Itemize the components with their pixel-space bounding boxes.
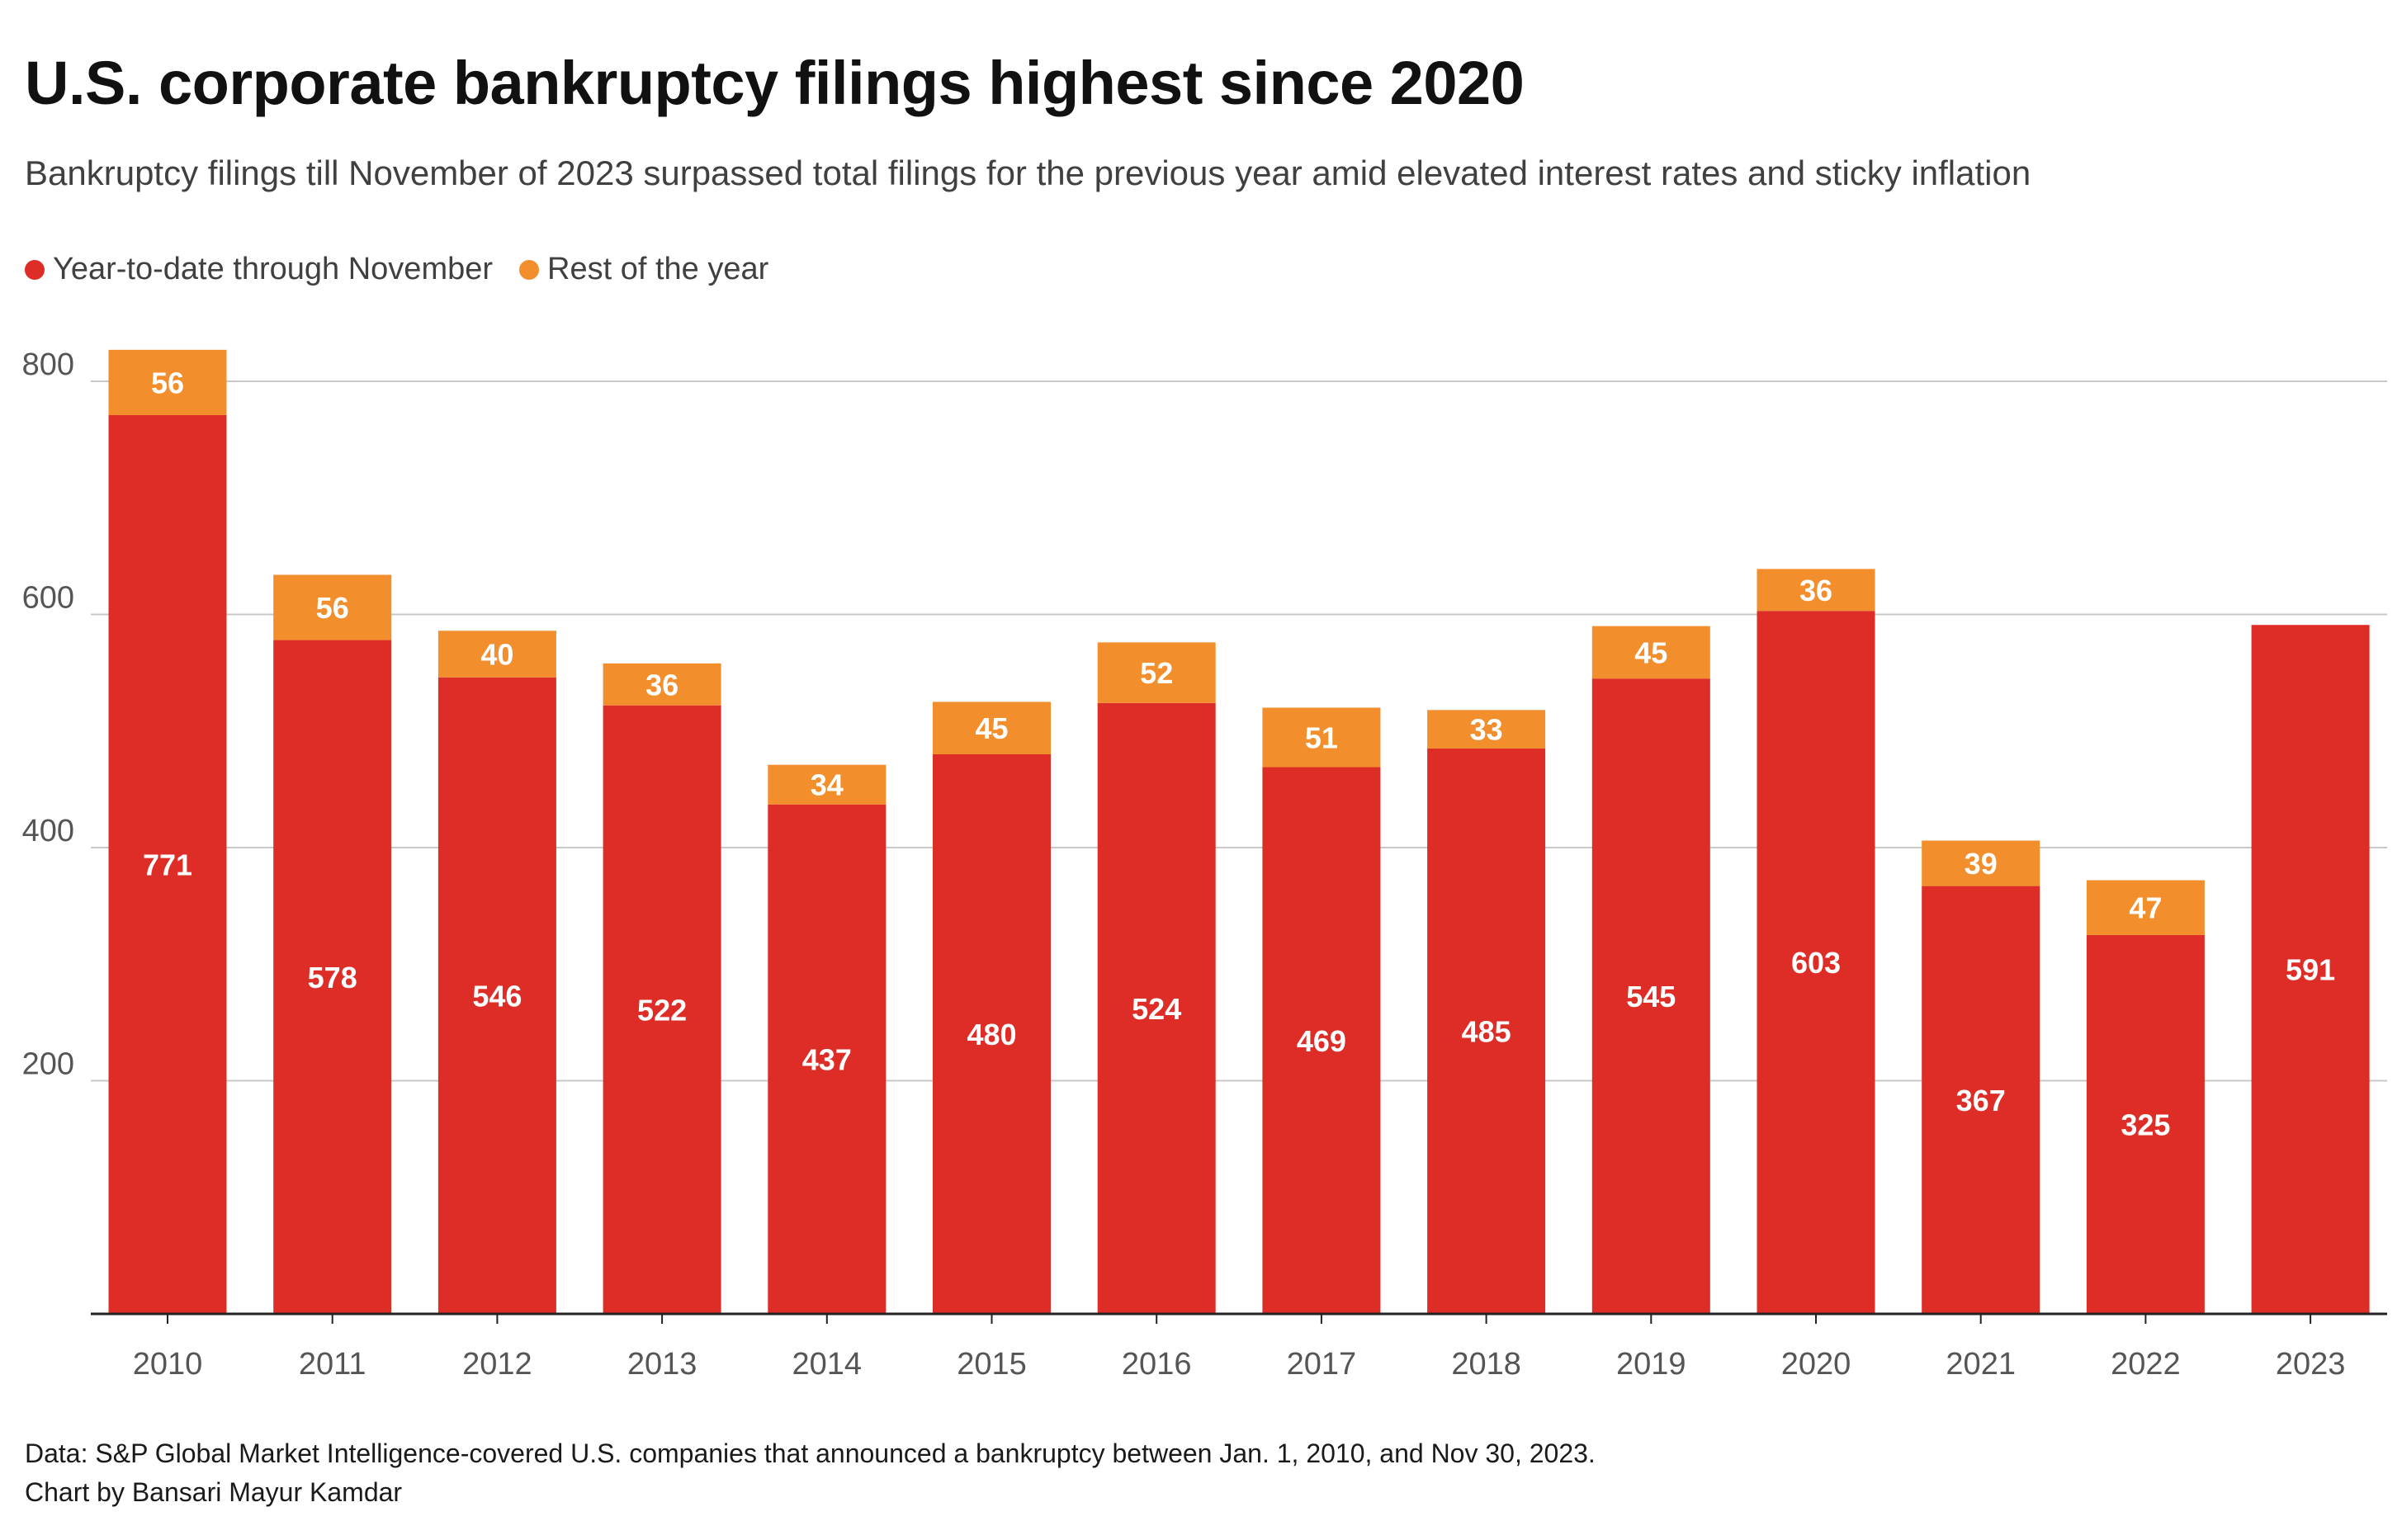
bar-rest-2019 [1591, 626, 1710, 679]
x-tick-label-2021: 2021 [1946, 1347, 2016, 1382]
data-label-rest-2013: 36 [645, 668, 679, 702]
bar-rest-2016 [1097, 642, 1216, 703]
x-tick-label-2023: 2023 [2276, 1347, 2346, 1382]
data-label-rest-2016: 52 [1140, 656, 1173, 690]
legend-label-rest: Rest of the year [547, 252, 769, 286]
bar-ytd-2022 [2086, 934, 2205, 1314]
data-label-ytd-2012: 546 [472, 979, 522, 1013]
data-label-rest-2022: 47 [2129, 891, 2162, 925]
data-label-ytd-2018: 485 [1462, 1014, 1511, 1048]
data-label-rest-2010: 56 [151, 366, 184, 399]
data-label-rest-2014: 34 [811, 768, 844, 802]
data-label-ytd-2022: 325 [2121, 1108, 2170, 1141]
y-tick-label-200: 200 [22, 1047, 74, 1082]
footer-credit: Chart by Bansari Mayur Kamdar [25, 1477, 403, 1507]
legend-item-ytd: Year-to-date through November [25, 252, 493, 287]
legend-swatch-rest [519, 259, 540, 280]
x-tick-label-2014: 2014 [792, 1347, 863, 1382]
bar-rest-2018 [1427, 710, 1546, 749]
y-tick-label-400: 400 [22, 814, 74, 848]
chart-legend: Year-to-date through November Rest of th… [25, 252, 795, 287]
data-label-ytd-2011: 578 [308, 961, 357, 994]
data-label-rest-2012: 40 [480, 638, 513, 672]
data-label-ytd-2015: 480 [967, 1018, 1016, 1051]
x-tick-label-2020: 2020 [1781, 1347, 1851, 1382]
x-tick-label-2011: 2011 [299, 1347, 366, 1382]
data-label-rest-2020: 36 [1799, 574, 1832, 607]
bar-rest-2011 [273, 574, 392, 640]
bar-ytd-2015 [933, 754, 1051, 1314]
bar-rest-2021 [1922, 840, 2040, 886]
bar-rest-2014 [768, 764, 887, 805]
bar-ytd-2020 [1757, 611, 1875, 1314]
data-label-rest-2015: 45 [975, 711, 1008, 745]
bar-ytd-2021 [1922, 886, 2040, 1314]
bar-rest-2013 [603, 663, 721, 706]
x-tick-label-2012: 2012 [462, 1347, 532, 1382]
x-tick-label-2022: 2022 [2111, 1347, 2181, 1382]
bar-rest-2010 [108, 349, 227, 415]
y-tick-label-600: 600 [22, 581, 74, 616]
data-label-ytd-2014: 437 [802, 1042, 852, 1076]
data-label-rest-2017: 51 [1305, 721, 1338, 755]
data-label-ytd-2020: 603 [1791, 946, 1841, 980]
bar-ytd-2016 [1097, 702, 1216, 1314]
legend-item-rest: Rest of the year [519, 252, 768, 287]
bar-ytd-2023 [2251, 625, 2370, 1314]
bar-rest-2012 [437, 631, 556, 678]
bar-ytd-2014 [768, 804, 887, 1314]
x-tick-label-2015: 2015 [957, 1347, 1027, 1382]
data-label-rest-2011: 56 [316, 591, 349, 625]
bar-chart: 200 400 600 800 56 771 2010 56 578 2011 40 546 2012 3… [22, 347, 2387, 1382]
legend-label-ytd: Year-to-date through November [53, 252, 494, 286]
bar-ytd-2012 [437, 677, 556, 1314]
bar-rest-2022 [2086, 880, 2205, 935]
data-label-ytd-2023: 591 [2286, 953, 2335, 987]
bar-rest-2020 [1757, 569, 1875, 612]
data-label-rest-2019: 45 [1634, 635, 1667, 669]
x-tick-label-2010: 2010 [133, 1347, 203, 1382]
x-tick-label-2016: 2016 [1122, 1347, 1192, 1382]
x-tick-label-2017: 2017 [1287, 1347, 1357, 1382]
x-tick-label-2013: 2013 [627, 1347, 697, 1382]
data-label-ytd-2021: 367 [1956, 1084, 2006, 1117]
data-label-ytd-2016: 524 [1132, 992, 1181, 1026]
data-label-ytd-2013: 522 [637, 993, 687, 1027]
data-label-ytd-2019: 545 [1626, 980, 1676, 1013]
data-label-ytd-2010: 771 [143, 848, 192, 881]
y-tick-label-800: 800 [22, 347, 74, 382]
bar-ytd-2013 [603, 705, 721, 1314]
footer-source: Data: S&P Global Market Intelligence-cov… [25, 1438, 1596, 1468]
bar-rest-2017 [1262, 707, 1381, 768]
bar-rest-2015 [933, 702, 1051, 754]
bar-ytd-2017 [1262, 767, 1381, 1314]
chart-footer: Data: S&P Global Market Intelligence-cov… [25, 1434, 1596, 1512]
chart-subtitle: Bankruptcy filings till November of 2023… [25, 154, 2031, 192]
data-label-rest-2021: 39 [1965, 847, 1998, 881]
bar-ytd-2018 [1427, 748, 1546, 1314]
bar-ytd-2011 [273, 640, 392, 1314]
bar-ytd-2019 [1591, 678, 1710, 1314]
data-label-ytd-2017: 469 [1297, 1024, 1346, 1058]
bar-ytd-2010 [108, 414, 227, 1314]
x-tick-label-2019: 2019 [1616, 1347, 1686, 1382]
x-tick-label-2018: 2018 [1451, 1347, 1521, 1382]
legend-swatch-ytd [25, 259, 45, 280]
chart-title: U.S. corporate bankruptcy filings highes… [25, 49, 1525, 117]
data-label-rest-2018: 33 [1470, 713, 1503, 747]
